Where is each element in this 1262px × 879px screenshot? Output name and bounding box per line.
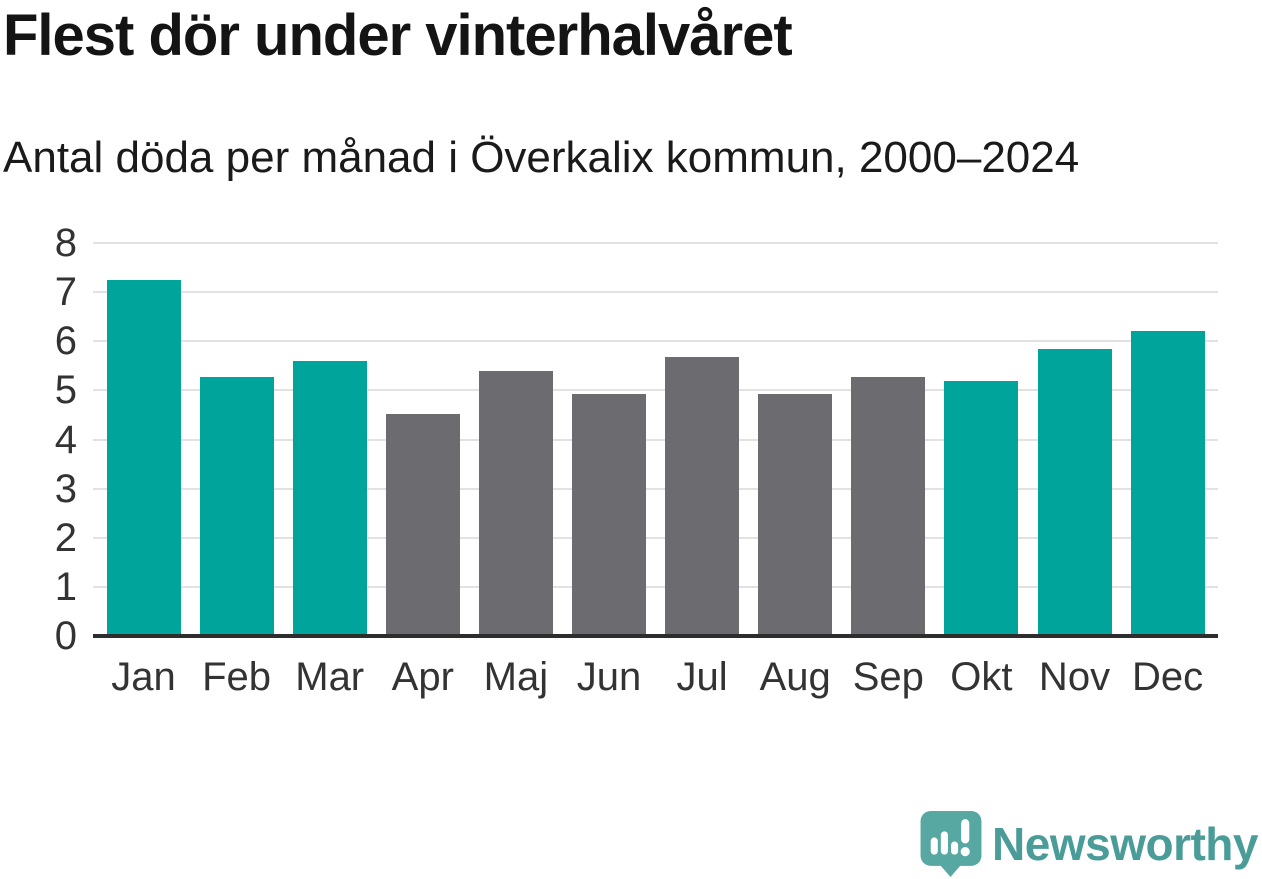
bar-jul <box>665 356 740 636</box>
y-tick-label-6: 6 <box>54 319 77 364</box>
x-tick-label-nov: Nov <box>1038 655 1111 699</box>
bar-apr <box>385 413 460 636</box>
gridline-7 <box>93 291 1218 294</box>
x-tick-label-aug: Aug <box>759 655 831 699</box>
bar-sep <box>851 376 926 636</box>
newsworthy-logo-icon <box>920 811 982 877</box>
bar-okt <box>944 380 1019 636</box>
gridline-5 <box>93 389 1218 392</box>
logo-exclamation-dot <box>960 847 970 857</box>
y-tick-label-8: 8 <box>54 221 77 265</box>
x-tick-label-jan: Jan <box>111 655 176 699</box>
y-tick-label-2: 2 <box>54 515 77 560</box>
y-tick-label-7: 7 <box>54 270 77 315</box>
x-tick-label-feb: Feb <box>202 655 272 699</box>
bar-mar <box>292 360 367 636</box>
y-tick-label-3: 3 <box>54 466 77 511</box>
logo-bar-2 <box>940 831 949 855</box>
y-tick-label-1: 1 <box>54 564 77 609</box>
brand-name: Newsworthy <box>992 817 1258 870</box>
x-axis-line <box>93 634 1218 638</box>
x-tick-label-mar: Mar <box>295 655 365 699</box>
y-tick-label-4: 4 <box>54 417 77 462</box>
bar-maj <box>478 370 553 636</box>
gridline-2 <box>93 536 1218 539</box>
brand-footer: Newsworthy <box>919 810 1258 877</box>
bar-feb <box>199 376 274 636</box>
page-title: Flest dör under vinterhalvåret <box>3 3 793 68</box>
bar-jan <box>106 280 181 636</box>
x-tick-label-jun: Jun <box>576 655 642 699</box>
x-tick-label-jul: Jul <box>676 655 728 699</box>
x-tick-label-maj: Maj <box>483 655 549 699</box>
y-tick-label-0: 0 <box>54 614 77 658</box>
x-tick-label-apr: Apr <box>391 655 454 699</box>
y-tick-label-5: 5 <box>54 368 77 413</box>
gridline-1 <box>93 585 1218 588</box>
bar-aug <box>758 394 833 636</box>
plot-area <box>93 242 1218 638</box>
logo-exclamation-bar <box>961 819 970 844</box>
gridline-3 <box>93 487 1218 490</box>
gridline-8 <box>93 242 1218 244</box>
gridline-6 <box>93 340 1218 343</box>
x-tick-label-dec: Dec <box>1132 655 1204 699</box>
page-subtitle: Antal döda per månad i Överkalix kommun,… <box>3 133 1080 182</box>
bar-dec <box>1130 331 1205 636</box>
x-axis-labels: Jan Feb Mar Apr Maj Jun Jul Aug Sep Okt Nov Dec <box>93 655 1218 705</box>
bar-jun <box>572 394 646 636</box>
x-tick-label-okt: Okt <box>950 655 1013 699</box>
logo-bubble-shape <box>920 811 982 877</box>
gridline-4 <box>93 438 1218 441</box>
x-tick-label-sep: Sep <box>852 655 924 699</box>
logo-bar-1 <box>930 837 938 855</box>
bar-nov <box>1037 349 1112 636</box>
logo-bar-3 <box>951 841 959 855</box>
